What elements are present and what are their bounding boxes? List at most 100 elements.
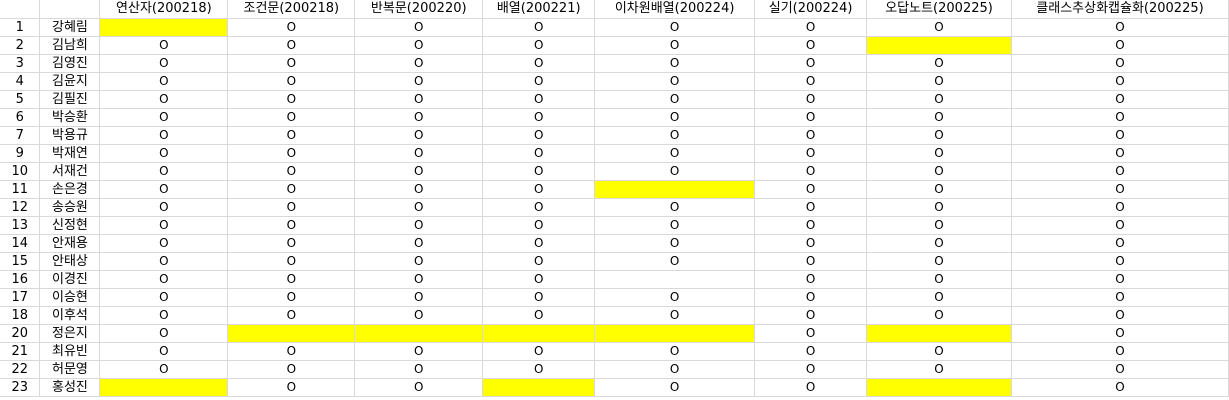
completion-cell[interactable] xyxy=(866,36,1012,55)
completion-cell[interactable]: O xyxy=(354,144,484,163)
completion-cell[interactable]: O xyxy=(354,180,484,199)
row-number-cell[interactable]: 14 xyxy=(0,234,41,253)
completion-cell[interactable]: O xyxy=(482,108,596,127)
completion-cell[interactable]: O xyxy=(866,288,1012,307)
completion-cell[interactable]: O xyxy=(227,126,356,145)
row-number-cell[interactable]: 23 xyxy=(0,378,41,397)
completion-cell[interactable]: O xyxy=(227,90,356,109)
completion-cell[interactable]: O xyxy=(866,198,1012,217)
student-name-cell[interactable]: 김필진 xyxy=(39,90,101,109)
completion-cell[interactable]: O xyxy=(227,18,356,37)
completion-cell[interactable]: O xyxy=(1011,180,1229,199)
completion-cell[interactable]: O xyxy=(99,126,229,145)
completion-cell[interactable]: O xyxy=(354,90,484,109)
completion-cell[interactable] xyxy=(99,378,229,397)
column-header-8[interactable]: 클래스추상화캡슐화(200225) xyxy=(1011,0,1229,19)
completion-cell[interactable]: O xyxy=(482,198,596,217)
completion-cell[interactable]: O xyxy=(99,36,229,55)
completion-cell[interactable]: O xyxy=(99,288,229,307)
completion-cell[interactable]: O xyxy=(1011,18,1229,37)
completion-cell[interactable]: O xyxy=(354,270,484,289)
student-name-cell[interactable]: 홍성진 xyxy=(39,378,101,397)
completion-cell[interactable]: O xyxy=(227,252,356,271)
completion-cell[interactable]: O xyxy=(354,306,484,325)
completion-cell[interactable]: O xyxy=(99,90,229,109)
completion-cell[interactable]: O xyxy=(482,216,596,235)
completion-cell[interactable]: O xyxy=(227,198,356,217)
row-number-cell[interactable]: 10 xyxy=(0,162,41,181)
completion-cell[interactable]: O xyxy=(482,90,596,109)
completion-cell[interactable]: O xyxy=(227,378,356,397)
completion-cell[interactable]: O xyxy=(1011,108,1229,127)
completion-cell[interactable]: O xyxy=(227,288,356,307)
completion-cell[interactable]: O xyxy=(754,108,868,127)
completion-cell[interactable]: O xyxy=(1011,198,1229,217)
completion-cell[interactable]: O xyxy=(1011,342,1229,361)
completion-cell[interactable]: O xyxy=(866,126,1012,145)
completion-cell[interactable]: O xyxy=(866,234,1012,253)
completion-cell[interactable]: O xyxy=(594,108,756,127)
completion-cell[interactable]: O xyxy=(354,378,484,397)
completion-cell[interactable]: O xyxy=(1011,288,1229,307)
completion-cell[interactable]: O xyxy=(482,252,596,271)
completion-cell[interactable]: O xyxy=(227,144,356,163)
completion-cell[interactable]: O xyxy=(1011,216,1229,235)
completion-cell[interactable] xyxy=(99,18,229,37)
completion-cell[interactable]: O xyxy=(99,306,229,325)
student-name-cell[interactable]: 정은지 xyxy=(39,324,101,343)
completion-cell[interactable]: O xyxy=(482,72,596,91)
completion-cell[interactable]: O xyxy=(227,54,356,73)
completion-cell[interactable]: O xyxy=(354,252,484,271)
completion-cell[interactable]: O xyxy=(866,72,1012,91)
completion-cell[interactable]: O xyxy=(1011,252,1229,271)
completion-cell[interactable]: O xyxy=(482,270,596,289)
completion-cell[interactable]: O xyxy=(754,180,868,199)
completion-cell[interactable]: O xyxy=(482,342,596,361)
completion-cell[interactable]: O xyxy=(1011,324,1229,343)
student-name-cell[interactable]: 박승환 xyxy=(39,108,101,127)
row-number-cell[interactable]: 16 xyxy=(0,270,41,289)
completion-cell[interactable]: O xyxy=(754,342,868,361)
completion-cell[interactable]: O xyxy=(754,306,868,325)
completion-cell[interactable]: O xyxy=(1011,270,1229,289)
column-header-7[interactable]: 오답노트(200225) xyxy=(866,0,1012,19)
student-name-cell[interactable]: 안태상 xyxy=(39,252,101,271)
completion-cell[interactable]: O xyxy=(1011,360,1229,379)
row-number-cell[interactable]: 5 xyxy=(0,90,41,109)
completion-cell[interactable]: O xyxy=(354,216,484,235)
completion-cell[interactable]: O xyxy=(354,54,484,73)
completion-cell[interactable]: O xyxy=(482,36,596,55)
row-number-cell[interactable]: 20 xyxy=(0,324,41,343)
completion-cell[interactable]: O xyxy=(354,342,484,361)
student-name-cell[interactable]: 김남희 xyxy=(39,36,101,55)
completion-cell[interactable]: O xyxy=(482,360,596,379)
row-number-cell[interactable]: 2 xyxy=(0,36,41,55)
completion-cell[interactable]: O xyxy=(866,108,1012,127)
completion-cell[interactable]: O xyxy=(1011,72,1229,91)
completion-cell[interactable]: O xyxy=(99,270,229,289)
student-name-cell[interactable]: 서재건 xyxy=(39,162,101,181)
row-number-cell[interactable]: 12 xyxy=(0,198,41,217)
completion-cell[interactable]: O xyxy=(754,72,868,91)
student-name-cell[interactable]: 신정현 xyxy=(39,216,101,235)
completion-cell[interactable] xyxy=(866,378,1012,397)
student-name-cell[interactable]: 송승원 xyxy=(39,198,101,217)
completion-cell[interactable]: O xyxy=(482,126,596,145)
completion-cell[interactable]: O xyxy=(227,306,356,325)
completion-cell[interactable]: O xyxy=(227,180,356,199)
completion-cell[interactable]: O xyxy=(227,234,356,253)
completion-cell[interactable]: O xyxy=(754,90,868,109)
student-name-cell[interactable]: 김윤지 xyxy=(39,72,101,91)
row-number-cell[interactable]: 11 xyxy=(0,180,41,199)
completion-cell[interactable]: O xyxy=(754,54,868,73)
completion-cell[interactable]: O xyxy=(754,36,868,55)
completion-cell[interactable]: O xyxy=(866,162,1012,181)
completion-cell[interactable]: O xyxy=(482,306,596,325)
row-number-cell[interactable]: 4 xyxy=(0,72,41,91)
completion-cell[interactable]: O xyxy=(482,180,596,199)
completion-cell[interactable]: O xyxy=(754,288,868,307)
completion-cell[interactable]: O xyxy=(354,360,484,379)
row-number-cell[interactable]: 21 xyxy=(0,342,41,361)
completion-cell[interactable]: O xyxy=(594,198,756,217)
completion-cell[interactable]: O xyxy=(866,180,1012,199)
